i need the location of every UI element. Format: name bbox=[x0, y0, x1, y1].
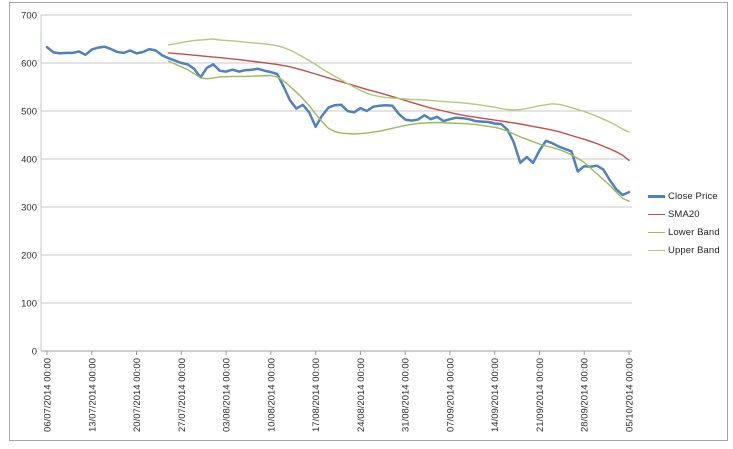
x-tick-label: 07/09/2014 00:00 bbox=[445, 358, 456, 432]
x-tick-label: 28/09/2014 00:00 bbox=[580, 358, 591, 432]
chart-border bbox=[9, 2, 728, 441]
series-line-upper-band bbox=[167, 38, 630, 133]
x-tick-label: 24/08/2014 00:00 bbox=[356, 358, 367, 432]
x-tick-label: 05/10/2014 00:00 bbox=[625, 358, 636, 432]
x-tick-label: 06/07/2014 00:00 bbox=[43, 358, 54, 432]
legend-swatch-close-price bbox=[648, 194, 665, 198]
x-tick-label: 31/08/2014 00:00 bbox=[401, 358, 412, 432]
legend-label-upper-band: Upper Band bbox=[668, 244, 720, 256]
y-tick-label: 400 bbox=[21, 155, 37, 166]
chart-legend: Close Price SMA20 Lower Band Upper Band bbox=[648, 190, 720, 256]
legend-swatch-sma20 bbox=[648, 213, 665, 215]
y-tick-label: 0 bbox=[32, 347, 37, 358]
legend-item-sma20: SMA20 bbox=[648, 208, 720, 220]
y-tick-label: 700 bbox=[21, 11, 37, 22]
legend-swatch-upper-band bbox=[648, 249, 665, 251]
x-tick-label: 17/08/2014 00:00 bbox=[311, 358, 322, 432]
legend-item-upper-band: Upper Band bbox=[648, 244, 720, 256]
x-tick-label: 10/08/2014 00:00 bbox=[266, 358, 277, 432]
series-line-lower-band bbox=[167, 60, 630, 202]
legend-label-sma20: SMA20 bbox=[668, 208, 700, 220]
legend-item-close-price: Close Price bbox=[648, 190, 720, 202]
x-tick-label: 20/07/2014 00:00 bbox=[132, 358, 143, 432]
y-tick-label: 600 bbox=[21, 59, 37, 70]
x-tick-label: 27/07/2014 00:00 bbox=[177, 358, 188, 432]
legend-label-lower-band: Lower Band bbox=[668, 226, 720, 238]
x-tick-label: 14/09/2014 00:00 bbox=[490, 358, 501, 432]
y-tick-label: 300 bbox=[21, 203, 37, 214]
legend-item-lower-band: Lower Band bbox=[648, 226, 720, 238]
x-tick-label: 13/07/2014 00:00 bbox=[87, 358, 98, 432]
series-line-sma20 bbox=[167, 52, 630, 162]
y-tick-label: 200 bbox=[21, 251, 37, 262]
x-tick-label: 03/08/2014 00:00 bbox=[222, 358, 233, 432]
y-tick-label: 100 bbox=[21, 299, 37, 310]
legend-swatch-lower-band bbox=[648, 231, 665, 233]
series-line-close-price bbox=[45, 45, 631, 197]
y-tick-label: 500 bbox=[21, 107, 37, 118]
legend-label-close-price: Close Price bbox=[668, 190, 718, 202]
x-tick-label: 21/09/2014 00:00 bbox=[535, 358, 546, 432]
